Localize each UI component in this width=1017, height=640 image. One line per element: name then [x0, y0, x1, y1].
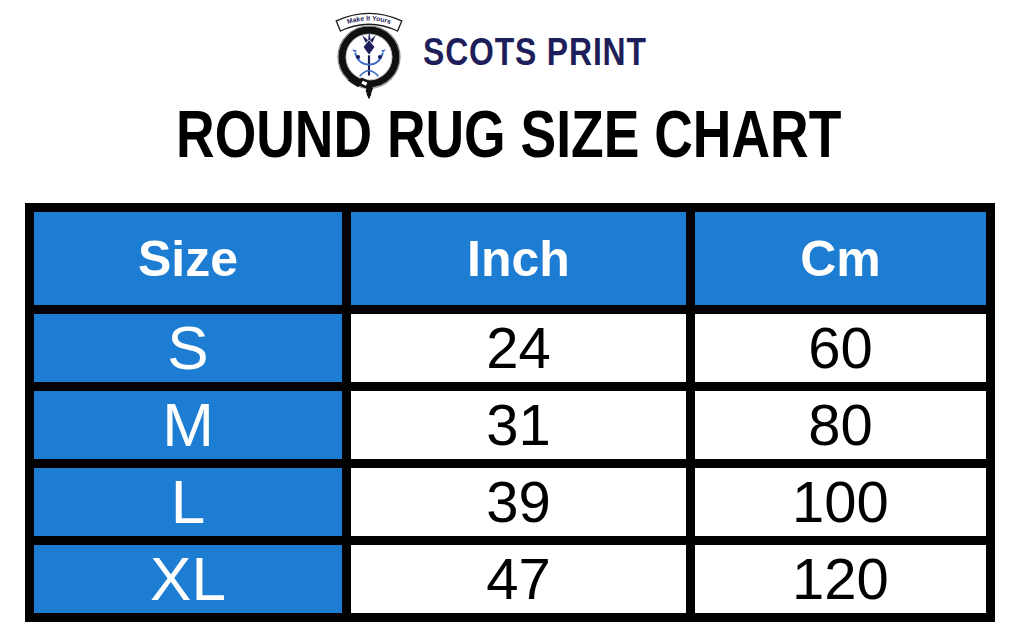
inch-cell: 47 — [351, 545, 686, 613]
inch-cell: 24 — [351, 314, 686, 382]
table-row-s: S 24 60 — [34, 314, 986, 382]
cm-cell: 100 — [695, 468, 986, 536]
size-cell: L — [34, 468, 342, 536]
cm-cell: 120 — [695, 545, 986, 613]
table-row-m: M 31 80 — [34, 391, 986, 459]
brand-logo: Make It Yours — [327, 3, 411, 101]
clan-crest-icon: Make It Yours — [327, 3, 411, 101]
size-cell: M — [34, 391, 342, 459]
brand-header: Make It Yours — [0, 2, 1017, 102]
size-cell: XL — [34, 545, 342, 613]
page-title-wrap: ROUND RUG SIZE CHART — [0, 102, 1017, 166]
header-row: Size Inch Cm — [34, 212, 986, 305]
inch-cell: 31 — [351, 391, 686, 459]
size-chart-table: Size Inch Cm S 24 60 M 31 80 L 39 100 XL… — [25, 203, 995, 622]
table-row-xl: XL 47 120 — [34, 545, 986, 613]
brand-name: SCOTS PRINT — [423, 31, 647, 74]
inch-cell: 39 — [351, 468, 686, 536]
table-row-l: L 39 100 — [34, 468, 986, 536]
cm-cell: 60 — [695, 314, 986, 382]
cm-cell: 80 — [695, 391, 986, 459]
size-cell: S — [34, 314, 342, 382]
page-title: ROUND RUG SIZE CHART — [176, 102, 841, 166]
col-header-cm: Cm — [695, 212, 986, 305]
col-header-size: Size — [34, 212, 342, 305]
col-header-inch: Inch — [351, 212, 686, 305]
